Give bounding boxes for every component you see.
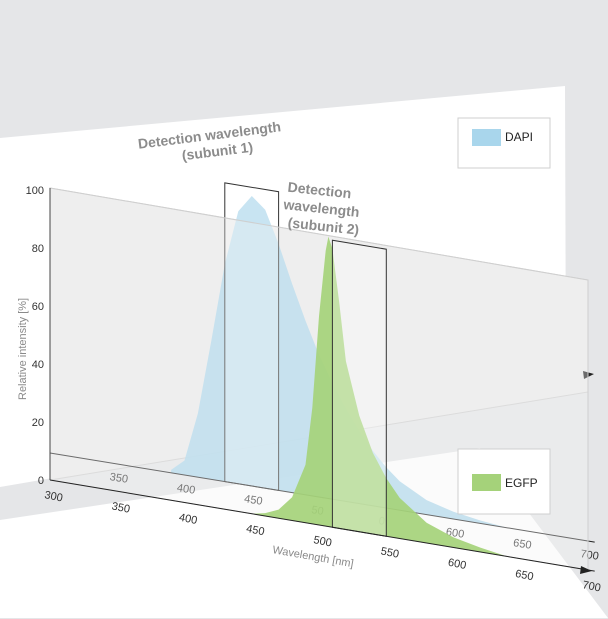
front-x-tick-label: 700 <box>581 579 601 594</box>
y-tick-label: 60 <box>32 301 44 313</box>
front-x-tick-label: 500 <box>312 534 332 549</box>
y-tick-label: 100 <box>26 185 44 197</box>
dapi-spectrum-area <box>171 196 508 528</box>
y-tick-label: 40 <box>32 359 44 371</box>
front-x-tick-label: 650 <box>514 568 534 583</box>
legend: DAPI EGFP <box>457 117 551 515</box>
y-axis-title: Relative intensity [%] <box>17 298 29 400</box>
detection-label-2-line-3: (subunit 2) <box>287 214 360 237</box>
legend-swatch-egfp <box>472 474 501 491</box>
front-x-axis-arrow <box>580 566 592 574</box>
legend-box-dapi <box>457 117 551 169</box>
y-tick-label: 0 <box>38 475 44 487</box>
back-x-tick-label: 400 <box>176 482 196 497</box>
front-panel <box>0 448 608 618</box>
front-x-tick-label: 550 <box>380 545 400 560</box>
legend-label-egfp: EGFP <box>505 476 538 490</box>
front-x-tick-label: 400 <box>178 512 198 527</box>
front-x-tick-label: 600 <box>447 557 467 572</box>
y-tick-label: 80 <box>32 243 44 255</box>
front-x-axis-line <box>49 479 595 572</box>
detection-label-2-line-1: Detection <box>287 179 352 202</box>
front-x-tick-label: 300 <box>43 489 63 504</box>
legend-item-egfp: EGFP <box>457 448 551 515</box>
legend-label-dapi: DAPI <box>505 130 533 144</box>
egfp-spectrum-area <box>251 236 508 557</box>
front-x-tick-label: 450 <box>245 523 265 538</box>
y-axis: 0 20 40 60 80 100 Relative intensity [%] <box>17 185 51 487</box>
subunit-2-detection-band <box>331 239 387 537</box>
back-x-tick-label: 700 <box>580 548 600 563</box>
back-x-tick-label: 350 <box>109 471 129 486</box>
legend-swatch-dapi <box>472 129 501 146</box>
y-tick-label: 20 <box>32 417 44 429</box>
back-x-tick-label: 450 <box>243 493 263 508</box>
front-x-tick-label: 350 <box>111 500 131 515</box>
back-x-tick-label: 650 <box>512 537 532 552</box>
legend-item-dapi: DAPI <box>457 117 551 169</box>
